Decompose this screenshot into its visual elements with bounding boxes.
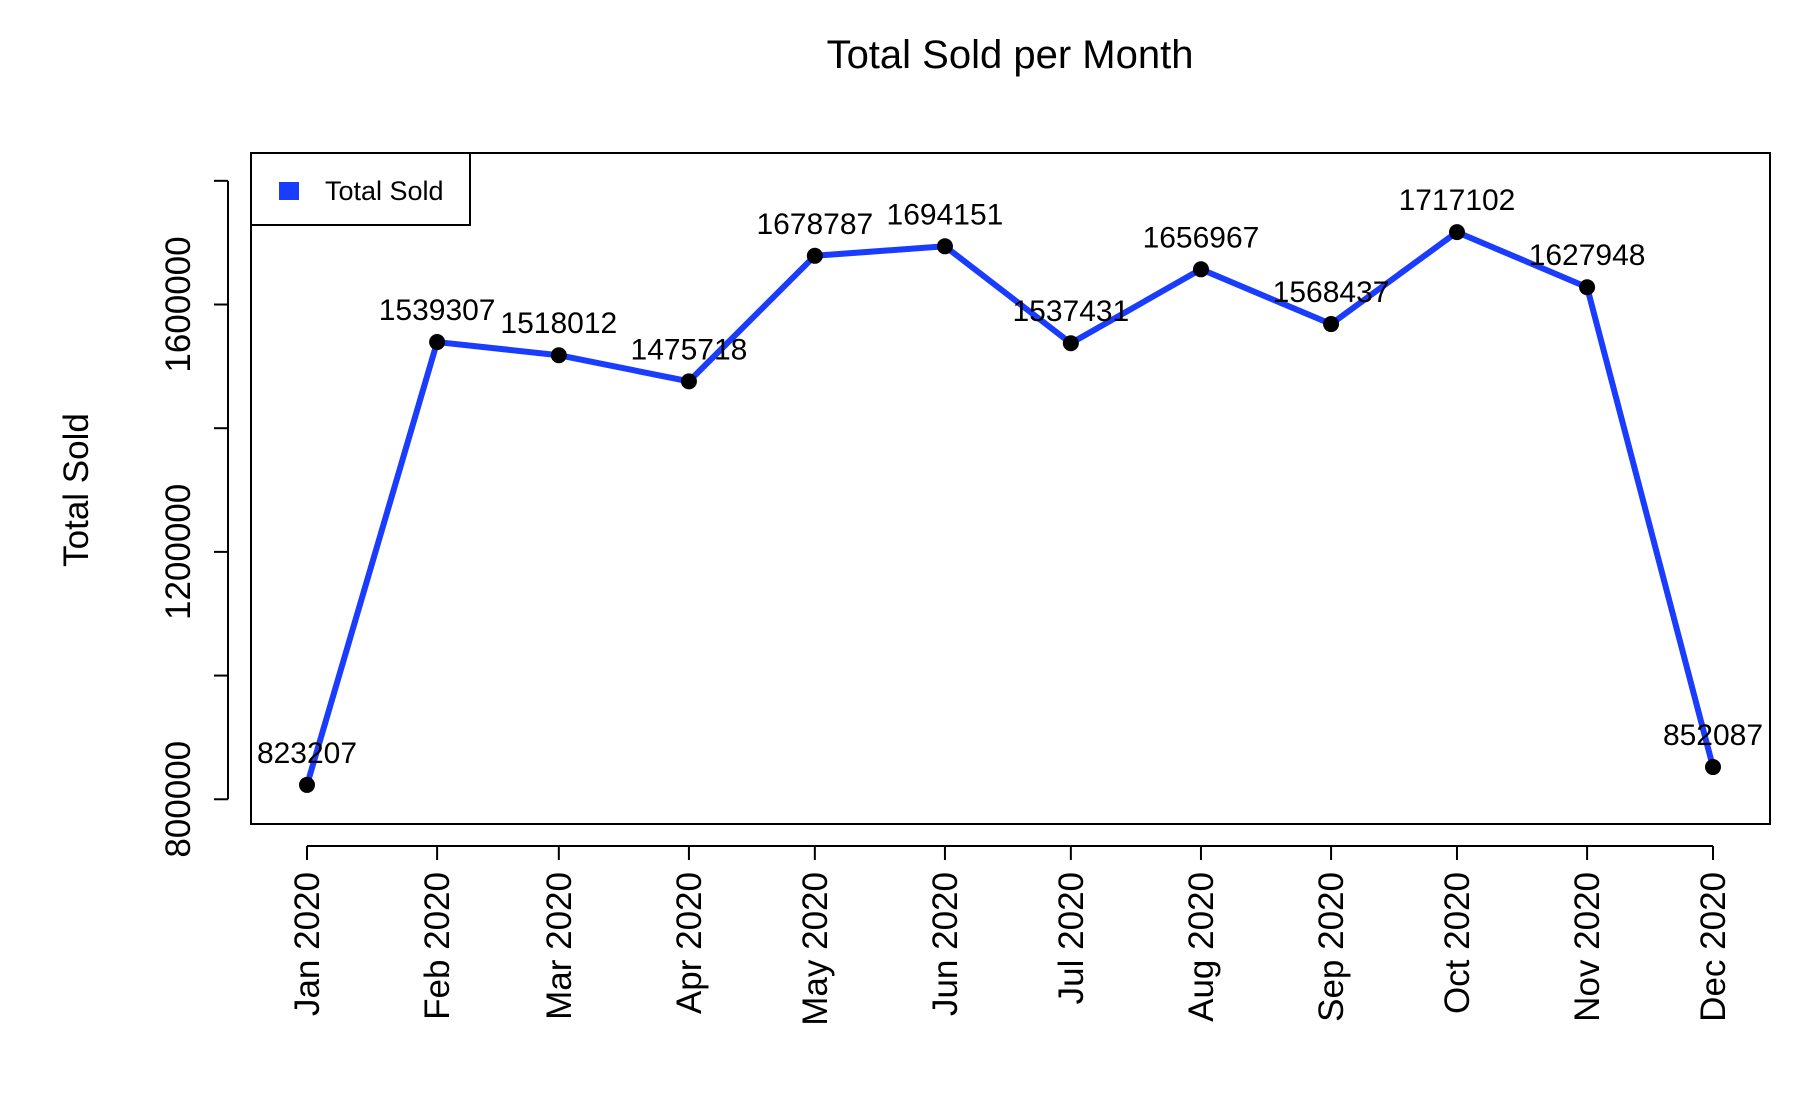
y-tick-label: 1200000 [159,484,198,620]
data-label: 1717102 [1399,184,1516,217]
series-line [304,229,1716,786]
x-tick-label: May 2020 [796,872,835,1026]
chart-title: Total Sold per Month [827,33,1194,77]
x-tick-label: Dec 2020 [1694,872,1733,1022]
data-point [429,334,446,351]
x-tick-label: Aug 2020 [1182,872,1221,1022]
x-tick-label: Nov 2020 [1568,872,1607,1022]
x-tick-label: Jan 2020 [288,872,327,1016]
data-label: 1656967 [1143,221,1260,254]
data-label: 1627948 [1529,239,1646,272]
data-label: 1694151 [887,198,1004,231]
data-label: 1678787 [756,208,873,241]
x-tick-label: Apr 2020 [670,872,709,1014]
data-point [550,347,567,364]
x-tick-label: Mar 2020 [540,872,579,1020]
x-tick-label: Feb 2020 [418,872,457,1020]
data-point [299,776,315,793]
y-axis-label: Total Sold [57,413,96,567]
data-label: 1475718 [631,333,748,366]
data-labels: 823207 1539307 1518012 1475718 1678787 169415… [257,184,1763,770]
x-tick-label: Sep 2020 [1312,872,1351,1022]
data-point [806,247,823,264]
data-point [1062,335,1079,352]
data-label: 1518012 [500,307,617,340]
data-point [1448,224,1465,241]
data-label: 852087 [1663,719,1763,752]
data-label: 1539307 [379,294,496,327]
data-label: 1568437 [1273,276,1390,309]
data-point [1579,279,1596,296]
data-point [680,373,697,390]
legend: Total Sold [250,152,471,226]
x-tick-label: Jun 2020 [926,872,965,1016]
data-point [1192,261,1209,278]
data-label: 823207 [257,737,357,770]
x-tick-label: Oct 2020 [1438,872,1477,1014]
series-layer [299,224,1721,793]
data-point [936,238,953,255]
y-tick-label: 800000 [159,741,198,858]
axes: 800000 1200000 1600000 Jan 2020 Feb 2020 Mar … [159,179,1733,1026]
data-label: 1537431 [1012,295,1129,328]
data-point [1705,759,1721,776]
data-point [1323,316,1340,333]
y-tick-label: 1600000 [159,236,198,372]
x-tick-label: Jul 2020 [1052,872,1091,1004]
legend-swatch [279,182,299,200]
legend-label: Total Sold [325,176,444,206]
plot-frame [250,152,1771,825]
